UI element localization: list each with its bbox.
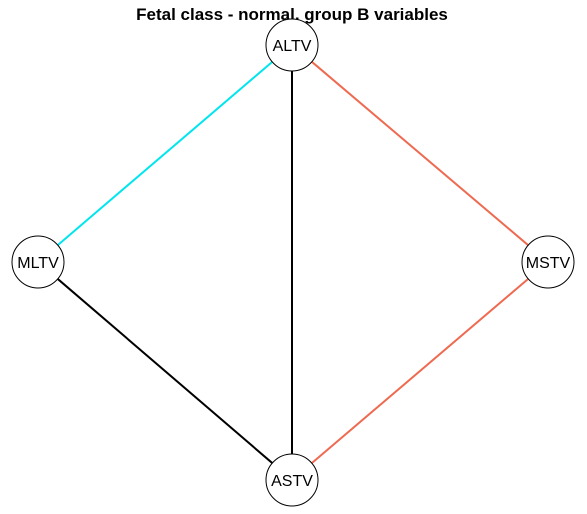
node-circle [11,235,65,289]
edge-mstv-astv [311,278,529,464]
node-circle [265,18,319,72]
node-astv: ASTV [265,453,319,507]
edge-altv-mstv [311,61,529,246]
node-altv: ALTV [265,18,319,72]
edge-altv-mltv [57,61,273,246]
node-mstv: MSTV [521,235,575,289]
node-label: MLTV [17,255,59,272]
nodes-group: ALTV MLTV MSTV ASTV [11,18,575,507]
edges-group [57,61,529,464]
edge-mltv-astv [57,278,273,464]
node-label: MSTV [526,255,571,272]
node-label: ALTV [273,38,312,55]
node-label: ASTV [271,473,313,490]
node-circle [521,235,575,289]
diagram-title: Fetal class - normal, group B variables [136,5,448,24]
node-circle [265,453,319,507]
node-mltv: MLTV [11,235,65,289]
